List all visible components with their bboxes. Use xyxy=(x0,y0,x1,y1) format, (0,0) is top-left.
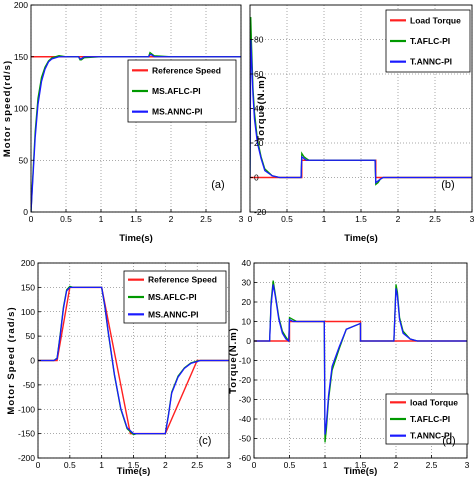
panel-label: (c) xyxy=(199,435,212,447)
legend-entry: MS.ANNC-PI xyxy=(148,309,199,319)
panel-label: (a) xyxy=(211,179,224,191)
series-line-t-annc-pi xyxy=(254,284,467,435)
chart-panel-b: 0 0.5 1 1.5 2 2.5 3-20020406080Time(s)Torque(N… xyxy=(248,4,474,244)
legend-entry: T.AFLC-PI xyxy=(410,414,450,424)
y-tick-label: 80 xyxy=(254,35,264,45)
x-tick-label: 0.5 xyxy=(281,214,293,224)
series-line-t-annc-pi xyxy=(250,39,472,184)
x-tick-label: 0.5 xyxy=(64,460,76,470)
y-tick-label: 150 xyxy=(21,282,35,292)
y-tick-label: 200 xyxy=(21,258,35,268)
x-tick-label: 2 xyxy=(394,460,399,470)
legend-entry: T.AFLC-PI xyxy=(410,36,450,46)
panel-label: (d) xyxy=(442,435,455,447)
y-tick-label: 100 xyxy=(21,307,35,317)
legend-entry: T.ANNC-PI xyxy=(410,431,452,441)
legend: Reference Speed MS.AFLC-PI MS.ANNC-PI xyxy=(123,270,227,324)
legend-entry: MS.ANNC-PI xyxy=(152,107,203,117)
series-line-ms-annc-pi xyxy=(38,286,229,435)
y-tick-label: 200 xyxy=(14,0,28,10)
y-axis-label: Motor Speed (rad/s) xyxy=(6,306,17,414)
x-tick-label: 3 xyxy=(470,214,474,224)
panel-label: (b) xyxy=(441,179,454,191)
x-tick-label: 1 xyxy=(323,460,328,470)
x-tick-label: 2.5 xyxy=(429,214,441,224)
x-tick-label: 1 xyxy=(99,214,104,224)
y-tick-label: -10 xyxy=(239,356,252,366)
legend-entry: MS.AFLC-PI xyxy=(152,86,201,96)
y-axis-label: Motor speed(rd/s) xyxy=(2,60,13,157)
x-axis-label: Time(s) xyxy=(344,466,378,477)
x-tick-label: 2 xyxy=(163,460,168,470)
series-line-reference-speed xyxy=(38,286,229,435)
chart-panel-a: 0 0.5 1 1.5 2 2.5 3 0 50 100 150 200 Time(s) Motor sp… xyxy=(2,0,244,244)
legend: load Torque T.AFLC-PI T.ANNC-PI xyxy=(385,393,469,445)
y-tick-label: -100 xyxy=(18,404,35,414)
y-tick-label: -30 xyxy=(239,395,252,405)
x-tick-label: 0.5 xyxy=(60,214,72,224)
legend-entry: MS.AFLC-PI xyxy=(148,292,197,302)
y-tick-label: 100 xyxy=(14,104,28,114)
x-tick-label: 0.5 xyxy=(284,460,296,470)
series-line-ms-annc-pi xyxy=(31,54,241,212)
y-tick-label: 0 xyxy=(254,173,259,183)
y-tick-label: 20 xyxy=(254,138,264,148)
y-tick-label: 0 xyxy=(30,356,35,366)
legend-entry: T.ANNC-PI xyxy=(410,57,452,67)
legend: Reference Speed MS.AFLC-PI MS.ANNC-PI xyxy=(127,59,237,123)
y-tick-label: 150 xyxy=(14,52,28,62)
y-tick-label: -40 xyxy=(239,414,252,424)
y-tick-label: -60 xyxy=(239,453,252,463)
x-tick-label: 3 xyxy=(227,460,232,470)
x-tick-label: 1.5 xyxy=(128,460,140,470)
x-tick-label: 2 xyxy=(396,214,401,224)
y-tick-label: -20 xyxy=(254,207,267,217)
y-tick-label: 20 xyxy=(242,297,252,307)
y-tick-label: 10 xyxy=(242,317,252,327)
x-tick-label: 0 xyxy=(29,214,34,224)
x-axis-label: Time(s) xyxy=(344,233,378,244)
legend-entry: Reference Speed xyxy=(152,65,221,75)
x-tick-label: 2 xyxy=(169,214,174,224)
x-tick-label: 2.5 xyxy=(426,460,438,470)
y-tick-label: 30 xyxy=(242,278,252,288)
y-tick-label: 0 xyxy=(23,207,28,217)
x-tick-label: 1.5 xyxy=(355,214,367,224)
x-tick-label: 1.5 xyxy=(130,214,142,224)
x-tick-label: 1 xyxy=(99,460,104,470)
y-axis-label: Torque(N.m) xyxy=(256,75,267,142)
x-tick-label: 2.5 xyxy=(191,460,203,470)
y-tick-label: 50 xyxy=(19,155,29,165)
legend: Load Torque T.AFLC-PI T.ANNC-PI xyxy=(385,9,471,73)
y-axis-label: Torque(N.m) xyxy=(228,327,239,394)
y-tick-label: 50 xyxy=(26,331,36,341)
x-tick-label: 0 xyxy=(36,460,41,470)
legend-entry: Reference Speed xyxy=(148,275,217,285)
x-tick-label: 1 xyxy=(322,214,327,224)
y-tick-label: 0 xyxy=(246,336,251,346)
x-tick-label: 3 xyxy=(465,460,470,470)
x-tick-label: 0 xyxy=(248,214,253,224)
chart-panel-d: 0 0.5 1 1.5 2 2.5 3 -60 -50 -40 -30 -20 -10 0 10 20 30 40… xyxy=(228,258,470,477)
x-axis-label: Time(s) xyxy=(117,466,151,477)
x-axis-label: Time(s) xyxy=(119,233,153,244)
x-tick-label: 3 xyxy=(239,214,244,224)
x-tick-label: 2.5 xyxy=(200,214,212,224)
y-tick-label: -50 xyxy=(239,434,252,444)
legend-entry: Load Torque xyxy=(410,15,461,25)
x-tick-label: 1.5 xyxy=(355,460,367,470)
chart-panel-c: 0 0.5 1 1.5 2 2.5 3 -200 -150 -100 -50 0 50 100 150 200… xyxy=(6,258,232,477)
y-tick-label: 40 xyxy=(242,258,252,268)
y-tick-label: -20 xyxy=(239,375,252,385)
y-tick-label: -150 xyxy=(18,429,35,439)
legend-entry: load Torque xyxy=(410,397,458,407)
y-tick-label: 60 xyxy=(254,69,264,79)
y-tick-label: 40 xyxy=(254,104,264,114)
y-tick-label: -50 xyxy=(23,380,36,390)
x-tick-label: 0 xyxy=(252,460,257,470)
y-tick-label: -200 xyxy=(18,453,35,463)
